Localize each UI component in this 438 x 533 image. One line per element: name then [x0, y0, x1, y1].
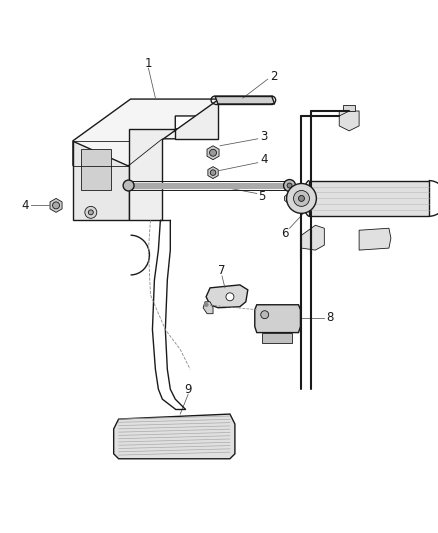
Circle shape [88, 210, 93, 215]
Polygon shape [50, 198, 62, 212]
Polygon shape [203, 302, 212, 314]
Polygon shape [343, 105, 354, 111]
Text: 9: 9 [184, 383, 191, 395]
Polygon shape [284, 192, 314, 204]
Polygon shape [128, 99, 218, 220]
Polygon shape [73, 141, 128, 220]
Circle shape [226, 293, 233, 301]
Circle shape [53, 202, 60, 209]
Text: 8: 8 [326, 311, 333, 324]
Bar [309, 181, 427, 216]
Polygon shape [215, 96, 274, 104]
Circle shape [123, 180, 134, 191]
Polygon shape [73, 99, 218, 166]
Text: 5: 5 [258, 190, 265, 203]
Polygon shape [339, 111, 358, 131]
Text: 7: 7 [218, 264, 225, 278]
Polygon shape [81, 149, 110, 190]
Polygon shape [254, 305, 300, 333]
Circle shape [286, 183, 291, 188]
Text: 3: 3 [259, 131, 267, 143]
Circle shape [298, 196, 304, 201]
Polygon shape [261, 333, 291, 343]
Text: 4: 4 [259, 153, 267, 166]
Circle shape [204, 303, 208, 307]
Circle shape [293, 190, 309, 206]
Circle shape [85, 206, 96, 219]
Text: 4: 4 [21, 199, 29, 212]
Polygon shape [358, 228, 390, 250]
Circle shape [283, 180, 295, 191]
Polygon shape [301, 225, 324, 250]
Circle shape [210, 170, 215, 175]
Circle shape [260, 311, 268, 319]
Circle shape [209, 149, 216, 156]
Text: 1: 1 [145, 57, 152, 70]
Circle shape [286, 183, 316, 213]
Text: 2: 2 [269, 70, 277, 83]
Polygon shape [113, 414, 234, 459]
Text: 6: 6 [280, 227, 288, 240]
Polygon shape [205, 285, 247, 308]
Polygon shape [208, 167, 218, 179]
Polygon shape [207, 146, 219, 160]
